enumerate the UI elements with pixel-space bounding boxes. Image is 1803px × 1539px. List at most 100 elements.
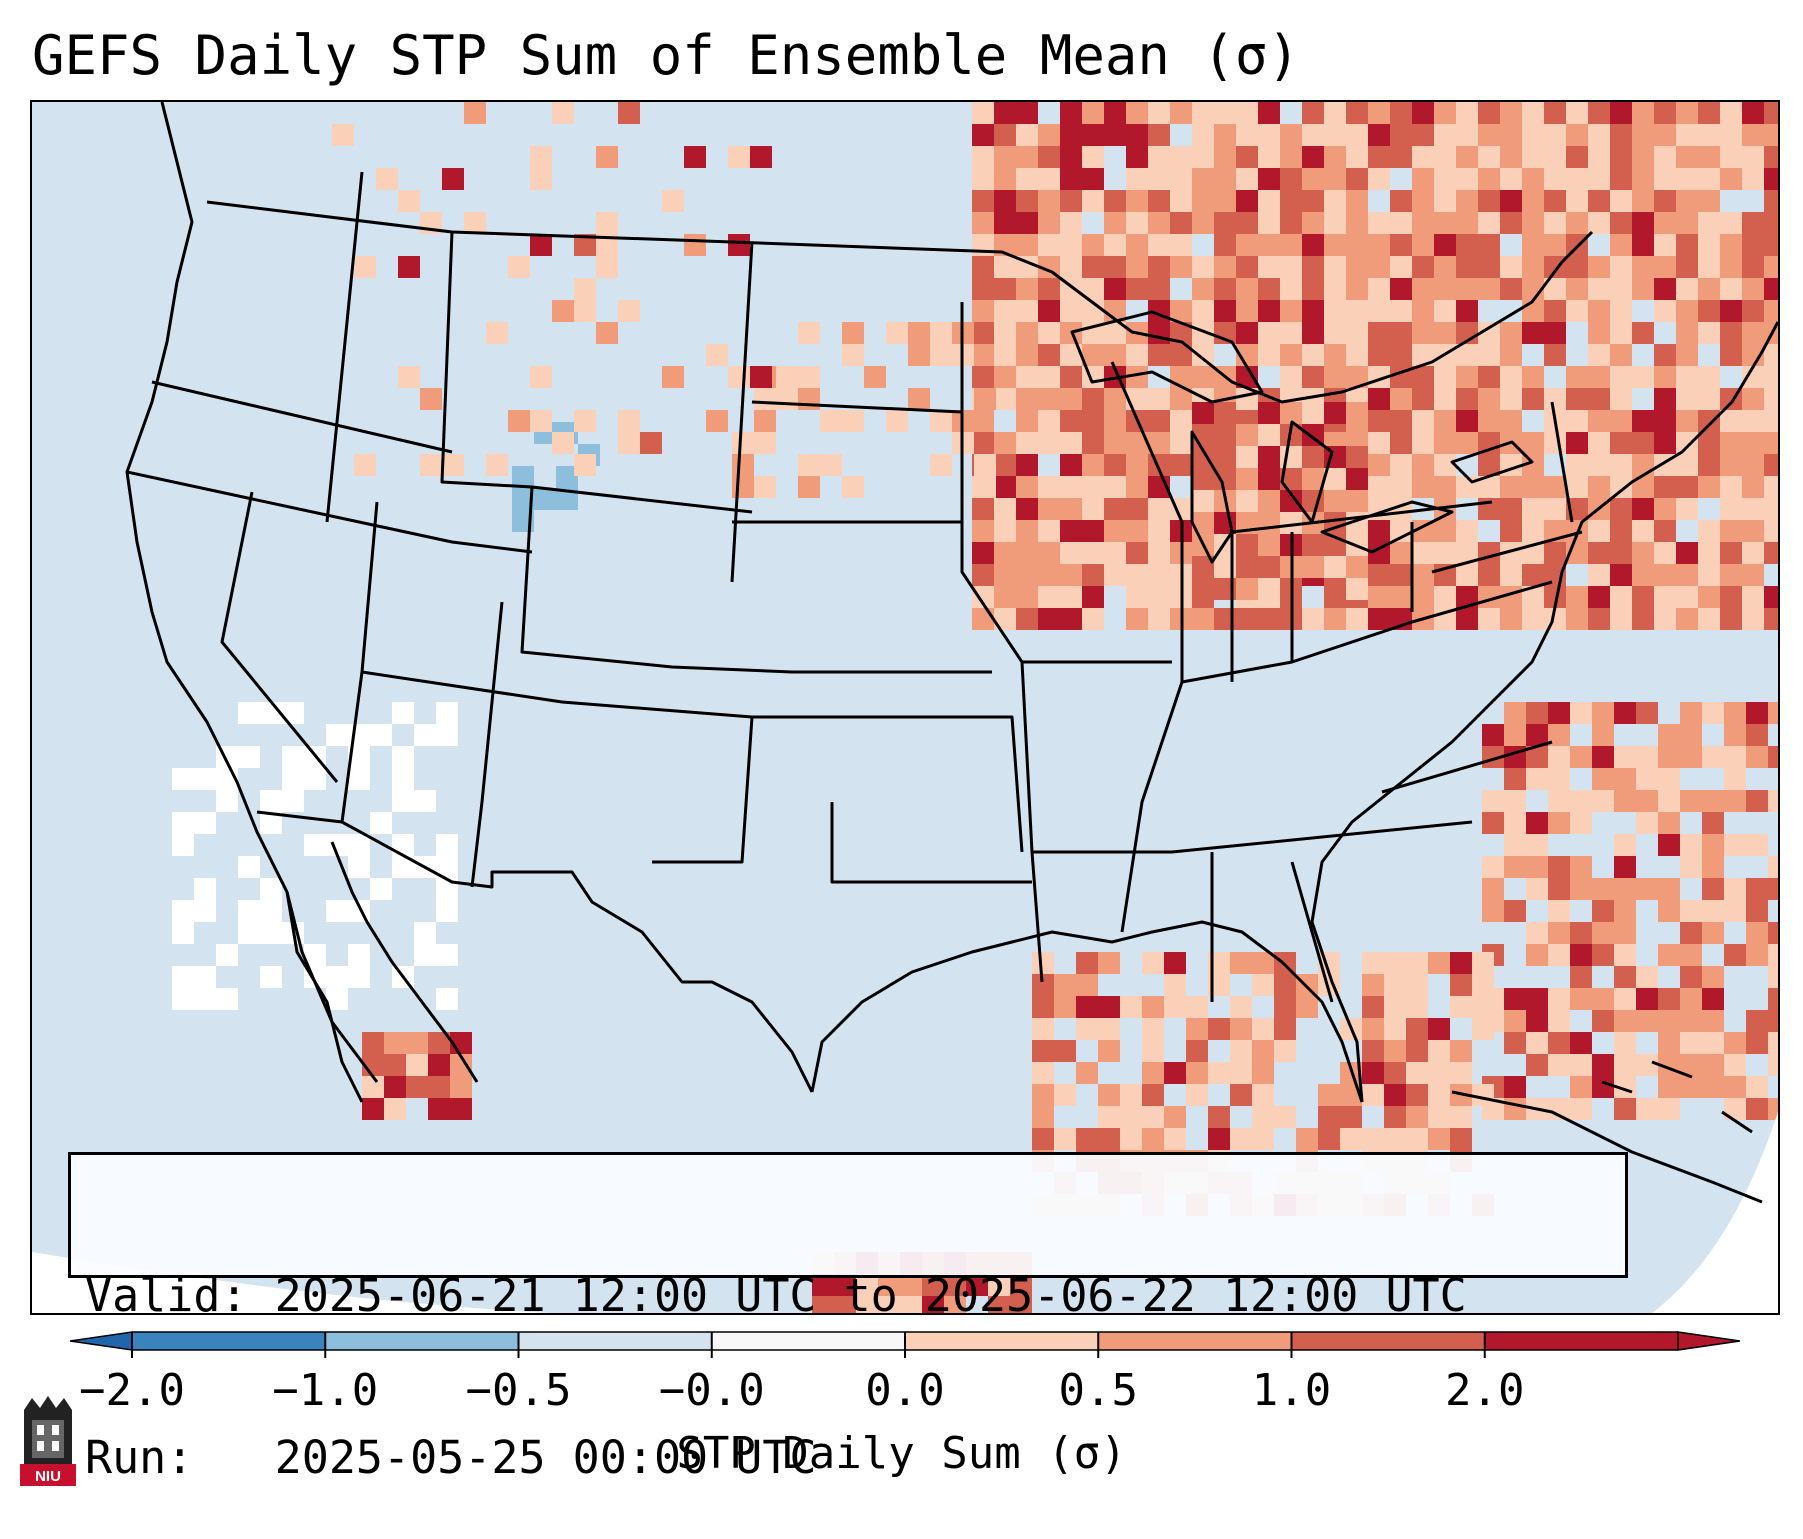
stp-grid-cell — [1038, 190, 1060, 212]
stp-grid-cell — [1368, 542, 1390, 564]
stp-grid-cell — [238, 900, 260, 922]
stp-grid-cell — [450, 1076, 472, 1098]
stp-grid-cell — [1720, 608, 1742, 630]
stp-grid-cell — [1478, 388, 1500, 410]
stp-grid-cell — [1280, 278, 1302, 300]
stp-grid-cell — [1434, 322, 1456, 344]
stp-grid-cell — [1170, 388, 1192, 410]
stp-grid-cell — [348, 966, 370, 988]
stp-grid-cell — [1720, 300, 1742, 322]
stp-grid-cell — [1614, 1098, 1636, 1120]
stp-grid-cell — [1082, 564, 1104, 586]
stp-grid-cell — [1258, 212, 1280, 234]
stp-grid-cell — [1170, 256, 1192, 278]
stp-grid-cell — [1720, 234, 1742, 256]
stp-grid-cell — [172, 834, 194, 856]
stp-grid-cell — [1060, 168, 1082, 190]
stp-grid-cell — [1060, 586, 1082, 608]
stp-grid-cell — [1434, 124, 1456, 146]
colorbar-segment — [711, 1332, 905, 1350]
stp-grid-cell — [1742, 234, 1764, 256]
stp-grid-cell — [1764, 410, 1778, 432]
stp-grid-cell — [1610, 212, 1632, 234]
stp-grid-cell — [618, 410, 640, 432]
stp-grid-cell — [1588, 190, 1610, 212]
stp-grid-cell — [1632, 476, 1654, 498]
stp-grid-cell — [1192, 146, 1214, 168]
stp-grid-cell — [1746, 1010, 1768, 1032]
stp-grid-cell — [1346, 322, 1368, 344]
stp-grid-cell — [754, 476, 776, 498]
stp-grid-cell — [1076, 1128, 1098, 1150]
stp-grid-cell — [842, 410, 864, 432]
domain-edge-right — [1652, 1112, 1778, 1313]
stp-grid-cell — [1504, 988, 1526, 1010]
stp-grid-cell — [1680, 922, 1702, 944]
logo-text: NIU — [35, 1468, 61, 1485]
stp-grid-cell — [1478, 146, 1500, 168]
stp-grid-cell — [1274, 974, 1296, 996]
stp-grid-cell — [1236, 124, 1258, 146]
stp-grid-cell — [1258, 322, 1280, 344]
ut-az-border — [361, 670, 753, 719]
stp-grid-cell — [1368, 168, 1390, 190]
stp-grid-cell — [1610, 410, 1632, 432]
stp-grid-cell — [1098, 952, 1120, 974]
stp-grid-cell — [618, 432, 640, 454]
stp-grid-cell — [1258, 278, 1280, 300]
stp-grid-cell — [1768, 944, 1778, 966]
stp-grid-cell — [1680, 1054, 1702, 1076]
stp-grid-cell — [1676, 300, 1698, 322]
stp-grid-cell — [1082, 454, 1104, 476]
stp-grid-cell — [1258, 556, 1280, 578]
stp-grid-cell — [1570, 812, 1592, 834]
stp-grid-cell — [1588, 476, 1610, 498]
stp-grid-cell — [1434, 366, 1456, 388]
stp-grid-cell — [1526, 1010, 1548, 1032]
stp-grid-cell — [1698, 476, 1720, 498]
stp-grid-cell — [1478, 564, 1500, 586]
stp-grid-cell — [1610, 102, 1632, 124]
stp-grid-cell — [1192, 490, 1214, 512]
stp-grid-cell — [1010, 1274, 1032, 1296]
stp-grid-cell — [1368, 300, 1390, 322]
stp-grid-cell — [1142, 996, 1164, 1018]
stp-grid-cell — [1296, 1128, 1318, 1150]
stp-grid-cell — [1566, 124, 1588, 146]
stp-grid-cell — [1412, 586, 1434, 608]
stp-grid-cell — [1614, 944, 1636, 966]
stp-grid-cell — [1126, 212, 1148, 234]
colorbar-tick-label: 2.0 — [1445, 1365, 1525, 1416]
stp-grid-cell — [750, 146, 772, 168]
stp-grid-cell — [1280, 146, 1302, 168]
stp-grid-cell — [1412, 476, 1434, 498]
stp-grid-cell — [1764, 432, 1778, 454]
stp-grid-cell — [1214, 424, 1236, 446]
va-md — [1431, 530, 1583, 574]
stp-grid-cell — [1390, 124, 1412, 146]
stp-grid-cell — [326, 834, 348, 856]
colorbar-segment — [325, 1332, 519, 1350]
stp-grid-cell — [1570, 922, 1592, 944]
stp-grid-cell — [1346, 344, 1368, 366]
stp-grid-cell — [1742, 564, 1764, 586]
stp-grid-cell — [820, 454, 842, 476]
stp-grid-cell — [1384, 1062, 1406, 1084]
stp-grid-cell — [1104, 344, 1126, 366]
stp-grid-cell — [1658, 790, 1680, 812]
stp-grid-cell — [618, 300, 640, 322]
stp-grid-cell — [1082, 432, 1104, 454]
stp-grid-cell — [1702, 702, 1724, 724]
stp-grid-cell — [1482, 900, 1504, 922]
stp-grid-cell — [1038, 476, 1060, 498]
stp-grid-cell — [1544, 124, 1566, 146]
stp-grid-cell — [1698, 542, 1720, 564]
stp-grid-cell — [1230, 1084, 1252, 1106]
stp-grid-cell — [994, 542, 1016, 564]
stp-grid-cell — [972, 146, 994, 168]
stp-grid-cell — [1724, 746, 1746, 768]
stp-grid-cell — [1060, 410, 1082, 432]
stp-grid-cell — [1302, 212, 1324, 234]
stp-grid-cell — [1038, 124, 1060, 146]
stp-grid-cell — [1548, 702, 1570, 724]
